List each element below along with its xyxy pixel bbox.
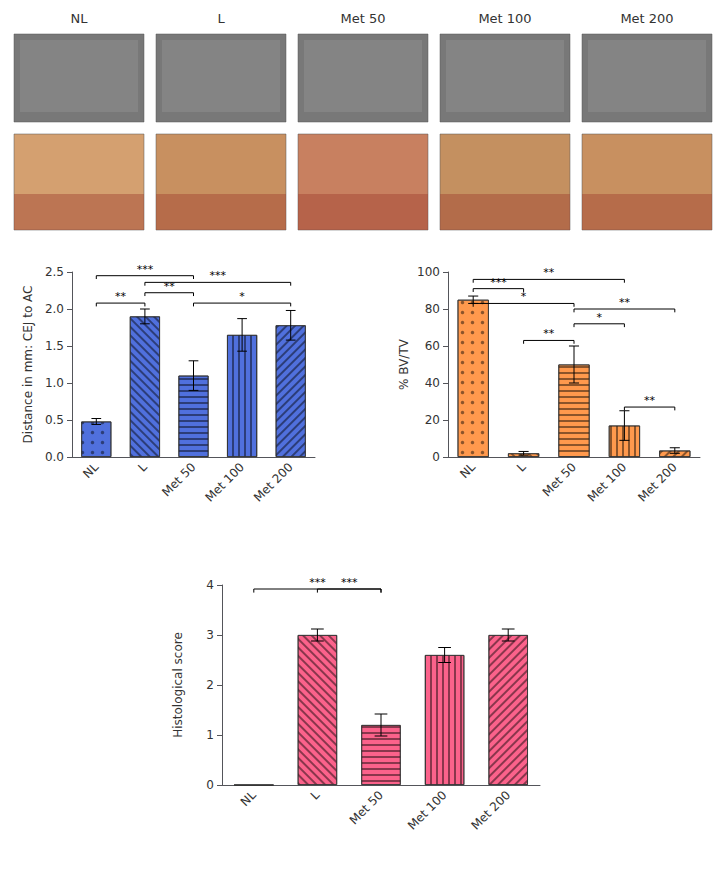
- svg-text:Met 200: Met 200: [635, 460, 680, 505]
- svg-text:Met 50: Met 50: [341, 11, 386, 26]
- svg-text:2: 2: [206, 678, 214, 692]
- svg-text:*: *: [521, 290, 527, 303]
- svg-text:NL: NL: [457, 460, 478, 481]
- svg-text:100: 100: [417, 265, 440, 279]
- svg-text:0: 0: [432, 450, 440, 464]
- svg-text:60: 60: [425, 339, 440, 353]
- svg-text:***: ***: [490, 276, 507, 289]
- svg-text:L: L: [308, 788, 323, 803]
- svg-text:NL: NL: [71, 11, 89, 26]
- svg-text:**: **: [644, 394, 656, 407]
- svg-text:**: **: [543, 266, 555, 279]
- svg-text:Met 100: Met 100: [202, 460, 247, 505]
- svg-text:***: ***: [210, 269, 227, 282]
- svg-text:3: 3: [206, 628, 214, 642]
- svg-text:NL: NL: [238, 788, 259, 809]
- svg-text:Met 200: Met 200: [620, 11, 673, 26]
- svg-text:*: *: [596, 311, 602, 324]
- svg-text:Met 200: Met 200: [251, 460, 296, 505]
- svg-text:40: 40: [425, 376, 440, 390]
- svg-text:2.0: 2.0: [45, 302, 64, 316]
- svg-text:***: ***: [137, 263, 154, 276]
- svg-text:0.0: 0.0: [45, 450, 64, 464]
- svg-text:Met 50: Met 50: [159, 460, 198, 499]
- svg-text:20: 20: [425, 413, 440, 427]
- svg-text:L: L: [514, 460, 529, 475]
- svg-text:L: L: [217, 11, 225, 26]
- svg-text:Met 200: Met 200: [469, 788, 514, 833]
- svg-text:% BV/TV: % BV/TV: [397, 338, 411, 390]
- svg-text:Met 50: Met 50: [347, 788, 386, 827]
- svg-text:Met 50: Met 50: [540, 460, 579, 499]
- svg-text:1: 1: [206, 728, 214, 742]
- svg-text:80: 80: [425, 302, 440, 316]
- svg-text:Met 100: Met 100: [478, 11, 531, 26]
- svg-text:*: *: [239, 290, 245, 303]
- svg-text:1.0: 1.0: [45, 376, 64, 390]
- svg-text:0.5: 0.5: [45, 413, 64, 427]
- svg-text:***: ***: [309, 576, 326, 589]
- svg-text:2.5: 2.5: [45, 265, 64, 279]
- svg-text:**: **: [115, 290, 127, 303]
- svg-text:4: 4: [206, 578, 214, 592]
- svg-text:Distance in mm: CEJ to AC: Distance in mm: CEJ to AC: [21, 286, 35, 444]
- svg-text:Met 100: Met 100: [585, 460, 630, 505]
- svg-text:NL: NL: [80, 460, 101, 481]
- svg-text:Met 100: Met 100: [405, 788, 450, 833]
- svg-text:L: L: [135, 460, 150, 475]
- svg-text:**: **: [619, 296, 631, 309]
- svg-text:0: 0: [206, 778, 214, 792]
- svg-text:Histological score: Histological score: [171, 632, 185, 738]
- svg-text:**: **: [543, 327, 555, 340]
- svg-text:1.5: 1.5: [45, 339, 64, 353]
- svg-text:***: ***: [341, 576, 358, 589]
- svg-text:**: **: [164, 280, 176, 293]
